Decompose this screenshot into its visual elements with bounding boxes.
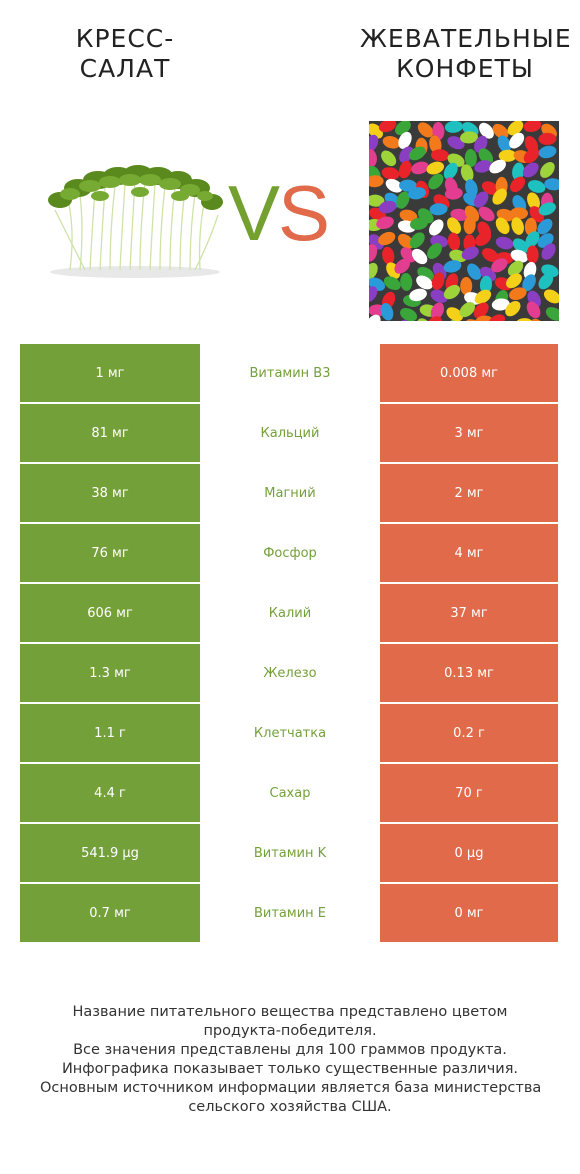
left-value: 38 мг xyxy=(20,463,201,523)
left-value: 76 мг xyxy=(20,523,201,583)
cress-salad-image xyxy=(48,165,223,278)
footer-notes: Название питательного вещества представл… xyxy=(40,1003,542,1117)
nutrient-name: Фосфор xyxy=(200,523,380,584)
vs-label: VS xyxy=(228,168,352,258)
jelly-beans-image xyxy=(369,121,559,321)
nutrient-name: Сахар xyxy=(200,763,380,824)
left-value: 81 мг xyxy=(20,403,201,463)
right-value: 2 мг xyxy=(379,463,558,523)
footer-line: сельского хозяйства США. xyxy=(188,1099,392,1115)
footer-line: Основным источником информации является … xyxy=(40,1080,542,1096)
table-row: 76 мг Фосфор 4 мг xyxy=(20,523,558,584)
table-row: 4.4 г Сахар 70 г xyxy=(20,763,558,824)
right-value: 0.13 мг xyxy=(379,643,558,703)
right-value: 0.2 г xyxy=(379,703,558,763)
nutrient-name: Витамин E xyxy=(200,883,380,944)
left-value: 1 мг xyxy=(20,344,201,403)
nutrient-name: Магний xyxy=(200,463,380,524)
table-row: 38 мг Магний 2 мг xyxy=(20,463,558,524)
nutrient-comparison-table: 1 мг Витамин B3 0.008 мг 81 мг Кальций 3 мг 38… xyxy=(20,344,558,944)
right-title-line-1: ЖЕВАТЕЛЬНЫЕ xyxy=(360,24,572,53)
left-value: 541.9 µg xyxy=(20,823,201,883)
nutrient-name: Кальций xyxy=(200,403,380,464)
nutrient-name: Витамин B3 xyxy=(200,344,380,404)
right-product-title: ЖЕВАТЕЛЬНЫЕ КОНФЕТЫ xyxy=(360,24,572,84)
table-row: 1.3 мг Железо 0.13 мг xyxy=(20,643,558,704)
right-value: 3 мг xyxy=(379,403,558,463)
vs-s-letter: S xyxy=(278,169,330,257)
nutrient-name: Железо xyxy=(200,643,380,704)
footer-line: Инфографика показывает только существенн… xyxy=(61,1061,519,1077)
left-value: 1.1 г xyxy=(20,703,201,763)
right-value: 0 µg xyxy=(379,823,558,883)
left-value: 606 мг xyxy=(20,583,201,643)
footer-line: продукта-победителя. xyxy=(203,1023,377,1039)
vs-v-letter: V xyxy=(228,169,280,257)
left-value: 4.4 г xyxy=(20,763,201,823)
right-value: 0 мг xyxy=(379,883,558,943)
right-value: 4 мг xyxy=(379,523,558,583)
footer-line: Название питательного вещества представл… xyxy=(72,1004,508,1020)
right-value: 70 г xyxy=(379,763,558,823)
table-row: 1.1 г Клетчатка 0.2 г xyxy=(20,703,558,764)
nutrient-name: Клетчатка xyxy=(200,703,380,764)
right-title-line-2: КОНФЕТЫ xyxy=(396,54,534,83)
right-value: 37 мг xyxy=(379,583,558,643)
table-row: 1 мг Витамин B3 0.008 мг xyxy=(20,344,558,404)
left-product-title: КРЕСС- САЛАТ xyxy=(40,24,210,84)
footer-line: Все значения представлены для 100 граммо… xyxy=(73,1042,507,1058)
left-title-line-2: САЛАТ xyxy=(79,54,171,83)
table-row: 606 мг Калий 37 мг xyxy=(20,583,558,644)
table-row: 81 мг Кальций 3 мг xyxy=(20,403,558,464)
left-title-line-1: КРЕСС- xyxy=(75,24,175,53)
nutrient-name: Витамин K xyxy=(200,823,380,884)
nutrient-name: Калий xyxy=(200,583,380,644)
right-value: 0.008 мг xyxy=(379,344,558,403)
left-value: 1.3 мг xyxy=(20,643,201,703)
left-value: 0.7 мг xyxy=(20,883,201,943)
